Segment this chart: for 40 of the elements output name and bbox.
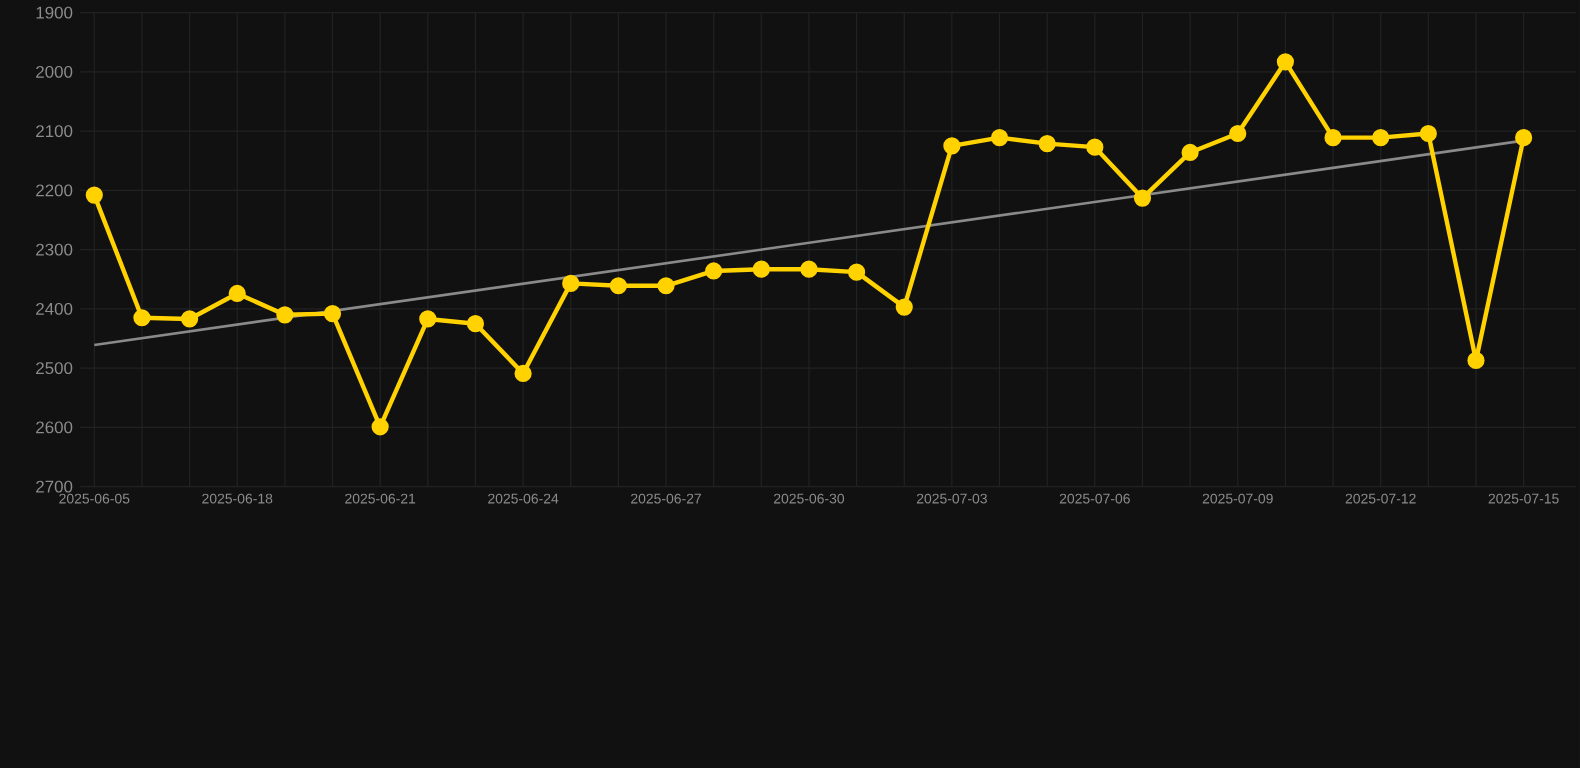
point bbox=[848, 263, 866, 281]
y-tick-label: 2100 bbox=[36, 124, 73, 137]
y-tick-label: 1900 bbox=[36, 6, 73, 19]
y-tick-label: 2500 bbox=[36, 361, 73, 374]
point bbox=[657, 276, 675, 295]
point bbox=[514, 364, 532, 382]
point bbox=[228, 284, 246, 302]
point bbox=[85, 186, 103, 204]
point bbox=[1086, 138, 1104, 156]
point bbox=[562, 274, 580, 292]
point bbox=[419, 310, 437, 328]
point bbox=[466, 314, 485, 332]
y-tick-label: 2700 bbox=[36, 480, 73, 493]
point bbox=[1181, 143, 1199, 161]
point bbox=[180, 310, 199, 328]
point bbox=[1133, 189, 1152, 207]
y-tick-label: 2200 bbox=[36, 184, 73, 197]
point bbox=[943, 137, 961, 155]
point bbox=[990, 128, 1009, 146]
point bbox=[1038, 134, 1056, 152]
point bbox=[1229, 124, 1247, 142]
y-tick-label: 2300 bbox=[36, 243, 73, 256]
point bbox=[1419, 124, 1437, 142]
point bbox=[1467, 351, 1485, 369]
point bbox=[609, 276, 627, 295]
point bbox=[895, 298, 913, 316]
point bbox=[276, 305, 294, 324]
y-tick-label: 2600 bbox=[36, 421, 73, 434]
point bbox=[1515, 128, 1533, 146]
point bbox=[752, 260, 770, 278]
point bbox=[1276, 52, 1294, 71]
point bbox=[133, 308, 151, 327]
point bbox=[323, 304, 342, 322]
y-tick-label: 2000 bbox=[36, 65, 73, 78]
point bbox=[800, 260, 818, 278]
point bbox=[1324, 128, 1342, 146]
y-tick-label: 2400 bbox=[36, 302, 73, 315]
point bbox=[371, 417, 389, 436]
point bbox=[1372, 128, 1390, 146]
point bbox=[705, 262, 723, 280]
